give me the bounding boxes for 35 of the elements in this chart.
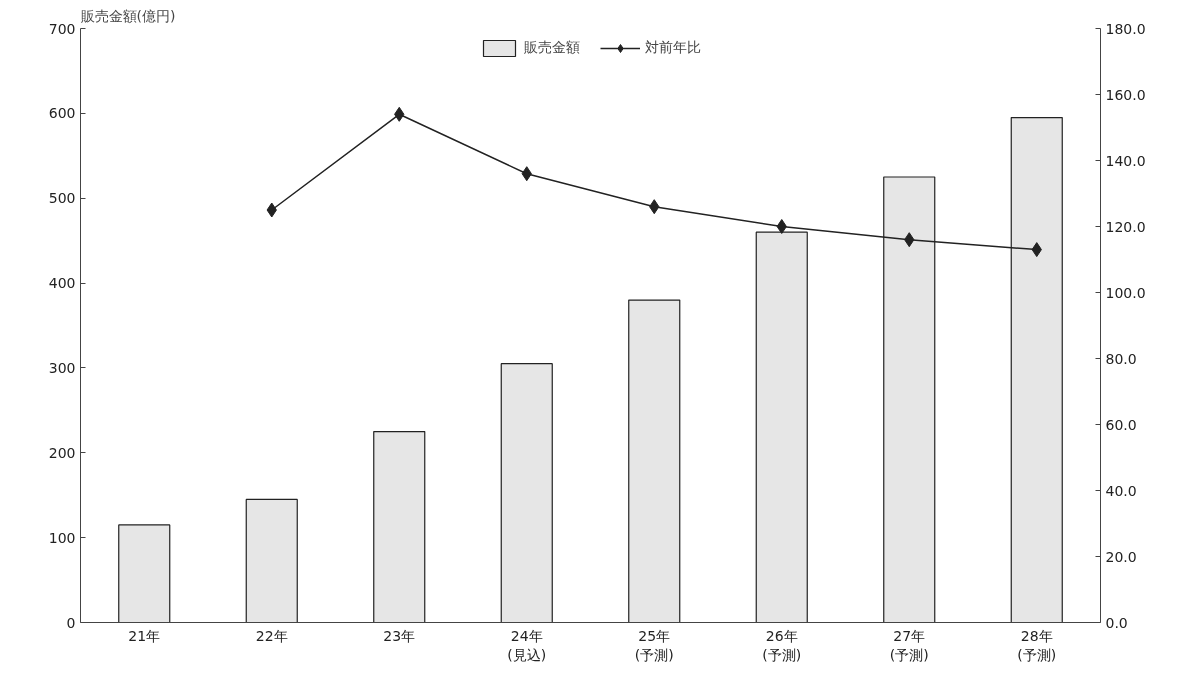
x-tick-label: 26年 (予測) xyxy=(762,627,802,663)
y-tick-label: 400 xyxy=(48,275,76,292)
y-tick-label: 600 xyxy=(48,105,76,122)
y2-tick-label: 40.0 xyxy=(1105,482,1137,499)
bar xyxy=(245,498,298,623)
y2-tick-label: 160.0 xyxy=(1105,86,1146,103)
x-tick-label: 21年 xyxy=(128,627,161,644)
y-axis-title: 販売金額(億円) xyxy=(80,7,176,24)
x-tick-label: 23年 xyxy=(383,627,416,644)
legend-label: 対前年比 xyxy=(645,39,701,57)
bar xyxy=(628,299,681,623)
point xyxy=(776,219,787,234)
y2-tick-label: 0.0 xyxy=(1105,614,1128,631)
y2-tick-label: 20.0 xyxy=(1105,548,1137,565)
x-tick-label: 27年 (予測) xyxy=(889,627,929,663)
bar xyxy=(373,430,426,623)
y2-tick-label: 180.0 xyxy=(1105,20,1146,37)
y-tick-label: 0 xyxy=(66,614,76,631)
x-tick-label: 25年 (予測) xyxy=(634,627,674,663)
y2-tick-label: 140.0 xyxy=(1105,152,1146,169)
x-tick-label: 28年 (予測) xyxy=(1017,627,1057,663)
y2-tick-label: 60.0 xyxy=(1105,416,1137,433)
legend-label: 販売金額 xyxy=(524,39,580,57)
y-tick-label: 500 xyxy=(48,190,76,207)
y-tick-label: 300 xyxy=(48,359,76,376)
y2-tick-label: 100.0 xyxy=(1105,284,1146,301)
y2-tick-label: 80.0 xyxy=(1105,350,1137,367)
bar xyxy=(500,363,553,623)
x-tick-label: 24年 (見込) xyxy=(507,627,547,663)
y-tick-label: 100 xyxy=(48,529,76,546)
y-tick-label: 700 xyxy=(48,20,76,37)
y2-tick-label: 120.0 xyxy=(1105,218,1146,235)
y-tick-label: 200 xyxy=(48,444,76,461)
bar xyxy=(118,524,171,623)
x-tick-label: 22年 xyxy=(255,627,288,644)
